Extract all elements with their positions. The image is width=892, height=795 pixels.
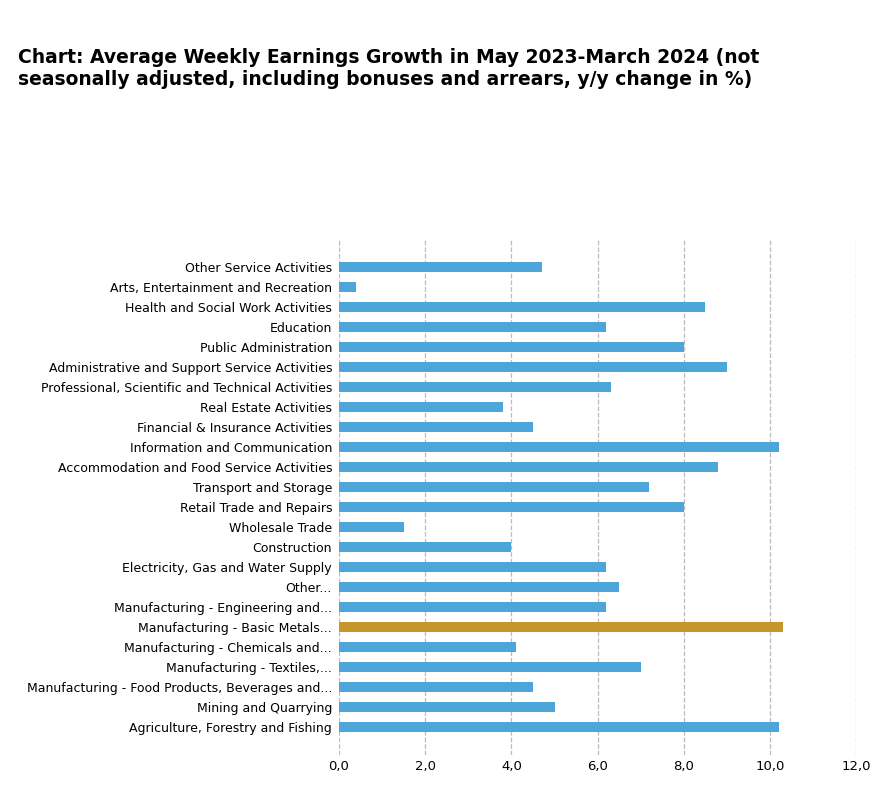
Bar	[339, 282, 356, 292]
Bar	[339, 562, 607, 572]
Bar	[339, 582, 619, 591]
Bar	[339, 722, 779, 731]
Bar	[339, 422, 533, 432]
Bar	[339, 522, 403, 532]
Bar	[339, 482, 649, 492]
Bar	[339, 542, 511, 552]
Bar	[339, 342, 684, 352]
Bar	[339, 661, 640, 672]
Bar	[339, 682, 533, 692]
Text: Chart: Average Weekly Earnings Growth in May 2023-March 2024 (not
seasonally adj: Chart: Average Weekly Earnings Growth in…	[18, 48, 759, 89]
Bar	[339, 702, 555, 712]
Bar	[339, 322, 607, 332]
Bar	[339, 302, 706, 312]
Bar	[339, 382, 610, 392]
Bar	[339, 602, 607, 612]
Bar	[339, 402, 503, 412]
Bar	[339, 642, 516, 652]
Bar	[339, 462, 718, 472]
Bar	[339, 502, 684, 512]
Bar	[339, 262, 541, 272]
Bar	[339, 362, 727, 372]
Bar	[339, 622, 783, 632]
Bar	[339, 442, 779, 452]
